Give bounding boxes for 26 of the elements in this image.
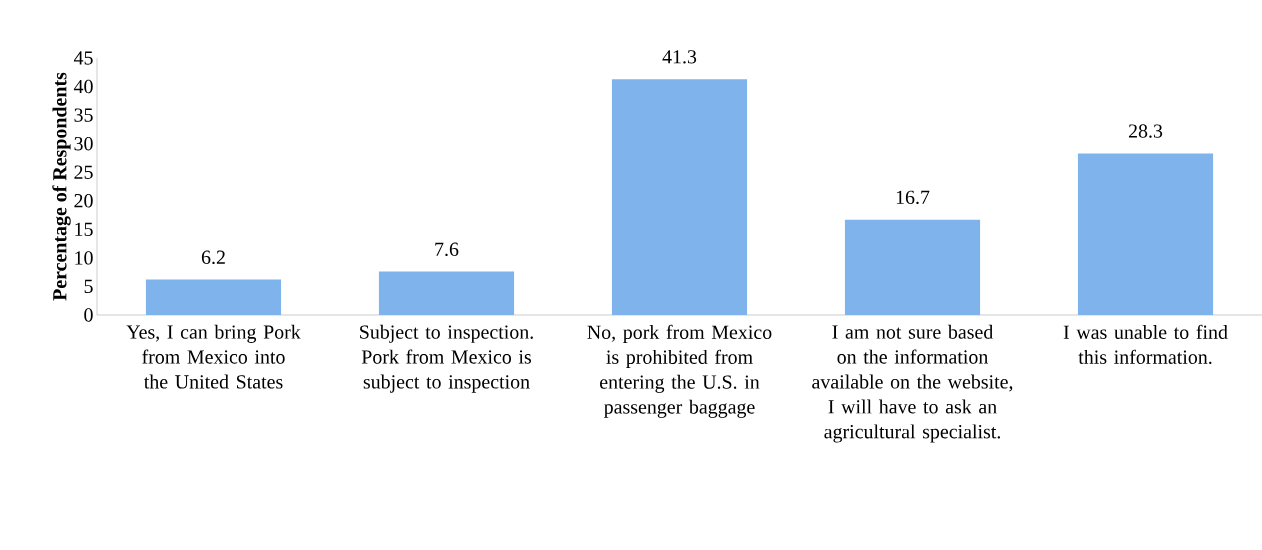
y-tick-label: 45	[73, 51, 93, 65]
data-label: 16.7	[896, 190, 930, 205]
x-tick-label: Yes, I can bring Pork from Mexico into the United States	[126, 324, 301, 389]
y-tick-label: 30	[74, 136, 93, 151]
x-tick-label: Subject to inspection. Pork from Mexico is subject to inspection	[360, 324, 533, 393]
bar	[611, 79, 748, 315]
data-label: 6.2	[201, 250, 225, 265]
bar	[844, 219, 981, 315]
y-tick-label: 15	[75, 222, 93, 236]
y-tick-label: 0	[84, 308, 93, 322]
data-label: 7.6	[435, 242, 459, 257]
x-tick-label: I am not sure based on the information available on the website, I will have to ask an agricultural specialist.	[812, 324, 1013, 443]
data-label: 41.3	[662, 50, 697, 64]
y-tick-label: 5	[84, 279, 93, 294]
bar	[378, 271, 515, 315]
y-tick-label: 20	[74, 194, 93, 208]
x-tick-label: I was unable to find this information.	[1063, 324, 1228, 364]
y-tick-label: 40	[73, 79, 93, 94]
data-label: 28.3	[1128, 124, 1163, 138]
bar	[1077, 153, 1214, 315]
y-tick-label: 10	[75, 251, 93, 265]
y-tick-label: 25	[74, 165, 93, 179]
bar	[145, 279, 282, 315]
y-tick-label: 35	[74, 108, 93, 122]
x-tick-label: No, pork from Mexico is prohibited from entering the U.S. in passenger baggage	[587, 324, 772, 418]
y-axis-title: Percentage of Respondents	[52, 72, 71, 301]
